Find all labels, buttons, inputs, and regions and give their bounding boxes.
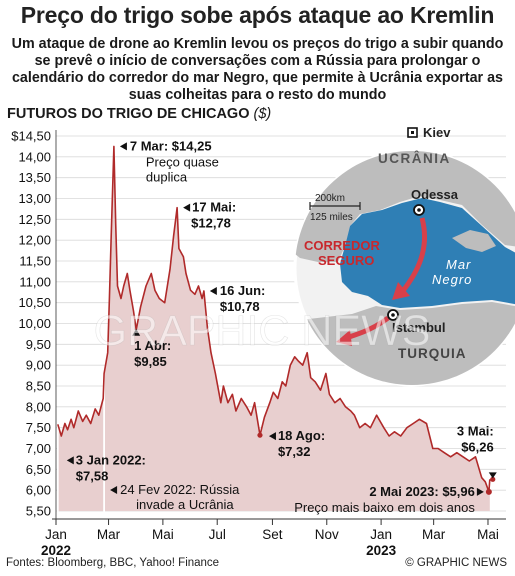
x-tick-year: 2023 [366, 543, 397, 558]
x-tick-label: Set [262, 527, 283, 542]
page-title: Preço do trigo sobe após ataque ao Kreml… [20, 2, 495, 28]
ukraine-label: UCRÂNIA [378, 151, 451, 166]
jan3-label: 3 Jan 2022: [76, 452, 146, 467]
map-scale-km: 200km [315, 193, 345, 204]
kiev-marker-dot [411, 131, 414, 134]
sea-label-1: Mar [446, 257, 471, 272]
annotation-markers [56, 373, 105, 519]
black-sea-map: Kiev UCRÂNIA Odessa 200km 125 miles CORR… [293, 125, 515, 387]
y-tick-label: 6,50 [26, 462, 51, 477]
feb24-note: invade a Ucrânia [136, 497, 234, 512]
may2-note: Preço mais baixo em dois anos [294, 500, 475, 515]
chart-heading-label: FUTUROS DO TRIGO DE CHICAGO [7, 106, 250, 122]
jun16-value: $10,78 [220, 299, 260, 314]
istanbul-marker-dot [391, 313, 395, 317]
aug18-pointer [268, 432, 276, 441]
y-axis: $14,50 14,00 13,50 13,00 12,50 12,00 11,50 11,0… [11, 129, 57, 519]
y-tick-label: 12,00 [18, 233, 51, 248]
corridor-arrow-1 [400, 217, 428, 294]
aug18-label: 18 Ago: [278, 428, 325, 443]
odessa-marker-dot [417, 208, 421, 212]
aug18-value: $7,32 [278, 444, 311, 459]
x-tick-label: Mar [422, 527, 446, 542]
may3-label: 3 Mai: [457, 423, 494, 438]
jun16-label: 16 Jun: [220, 283, 266, 298]
aug18-dot [257, 432, 263, 438]
price-area [57, 146, 490, 511]
annotation-dots [257, 432, 496, 495]
x-tick-label: Mai [477, 527, 499, 542]
y-tick-label: $14,50 [11, 129, 51, 144]
sources-note: Fontes: Bloomberg, BBC, Yahoo! Finance [6, 557, 220, 569]
page-subtitle: Um ataque de drone ao Kremlin levou os p… [11, 36, 504, 103]
crimea [452, 230, 496, 252]
chart-heading-unit: ($) [253, 106, 272, 122]
x-tick-label: Jan [45, 527, 67, 542]
ukraine-land [295, 151, 515, 262]
may3-dot [490, 476, 496, 482]
y-tick-label: 10,00 [18, 316, 51, 331]
x-tick-label: Mai [152, 527, 174, 542]
feb24-label: 24 Fev 2022: Rússia [120, 482, 240, 497]
mar7-label: 7 Mar: $14,25 [130, 138, 212, 153]
x-tick-label: Mar [97, 527, 121, 542]
mar7-note: duplica [146, 169, 188, 184]
may2-pointer [476, 487, 484, 496]
may17-pointer [183, 203, 191, 212]
odessa-label: Odessa [411, 187, 459, 202]
feb24-pointer [110, 486, 118, 494]
corridor-arrowhead-1 [392, 282, 410, 300]
y-tick-label: 10,50 [18, 295, 51, 310]
may2-dot [485, 488, 492, 495]
black-sea [340, 198, 515, 308]
y-tick-label: 14,00 [18, 149, 51, 164]
credit-note: © GRAPHIC NEWS [405, 557, 507, 569]
may17-label: 17 Mai: [192, 200, 236, 215]
y-tick-label: 11,00 [19, 274, 51, 289]
may3-value: $6,26 [461, 439, 494, 454]
jan3-value: $7,58 [76, 468, 109, 483]
corridor-label-1: CORREDOR [304, 238, 380, 253]
y-tick-label: 7,00 [26, 441, 51, 456]
y-tick-label: 11,50 [19, 254, 51, 269]
y-tick-label: 9,00 [26, 358, 51, 373]
kiev-label: Kiev [423, 125, 451, 140]
sea-label-2: Negro [432, 272, 472, 287]
y-tick-label: 6,00 [26, 483, 51, 498]
may3-pointer [488, 472, 497, 479]
apr1-label: 1 Abr: [134, 338, 171, 353]
istanbul-label: Istambul [392, 320, 445, 335]
price-line [57, 145, 491, 493]
y-tick-label: 9,50 [26, 337, 51, 352]
y-tick-label: 5,50 [26, 504, 51, 519]
jun16-pointer [209, 287, 217, 295]
may17-value: $12,78 [191, 216, 231, 231]
x-tick-label: Nov [315, 527, 339, 542]
corridor-arrowhead-2 [336, 330, 352, 346]
x-tick-label: Jan [370, 527, 392, 542]
apr1-pointer [132, 328, 141, 336]
mar7-pointer [119, 142, 127, 151]
y-tick-label: 8,00 [26, 399, 51, 414]
map-scale-miles: 125 miles [310, 212, 353, 223]
chart-heading: FUTUROS DO TRIGO DE CHICAGO ($) [7, 106, 271, 122]
y-tick-label: 13,00 [18, 191, 51, 206]
x-tick-label: Jul [209, 527, 226, 542]
mar7-note: Preço quase [146, 154, 219, 169]
y-tick-label: 12,50 [18, 212, 51, 227]
y-tick-label: 13,50 [18, 170, 51, 185]
watermark: GRAPHIC NEWS [94, 307, 431, 355]
may2-label: 2 Mai 2023: $5,96 [369, 484, 475, 499]
x-tick-year: 2022 [41, 543, 71, 558]
y-tick-label: 7,50 [26, 420, 51, 435]
jan3-pointer [66, 456, 74, 465]
turkey-label: TURQUIA [398, 346, 467, 361]
corridor-label-2: SEGURO [318, 253, 374, 268]
apr1-value: $9,85 [134, 354, 167, 369]
y-tick-label: 8,50 [26, 379, 51, 394]
